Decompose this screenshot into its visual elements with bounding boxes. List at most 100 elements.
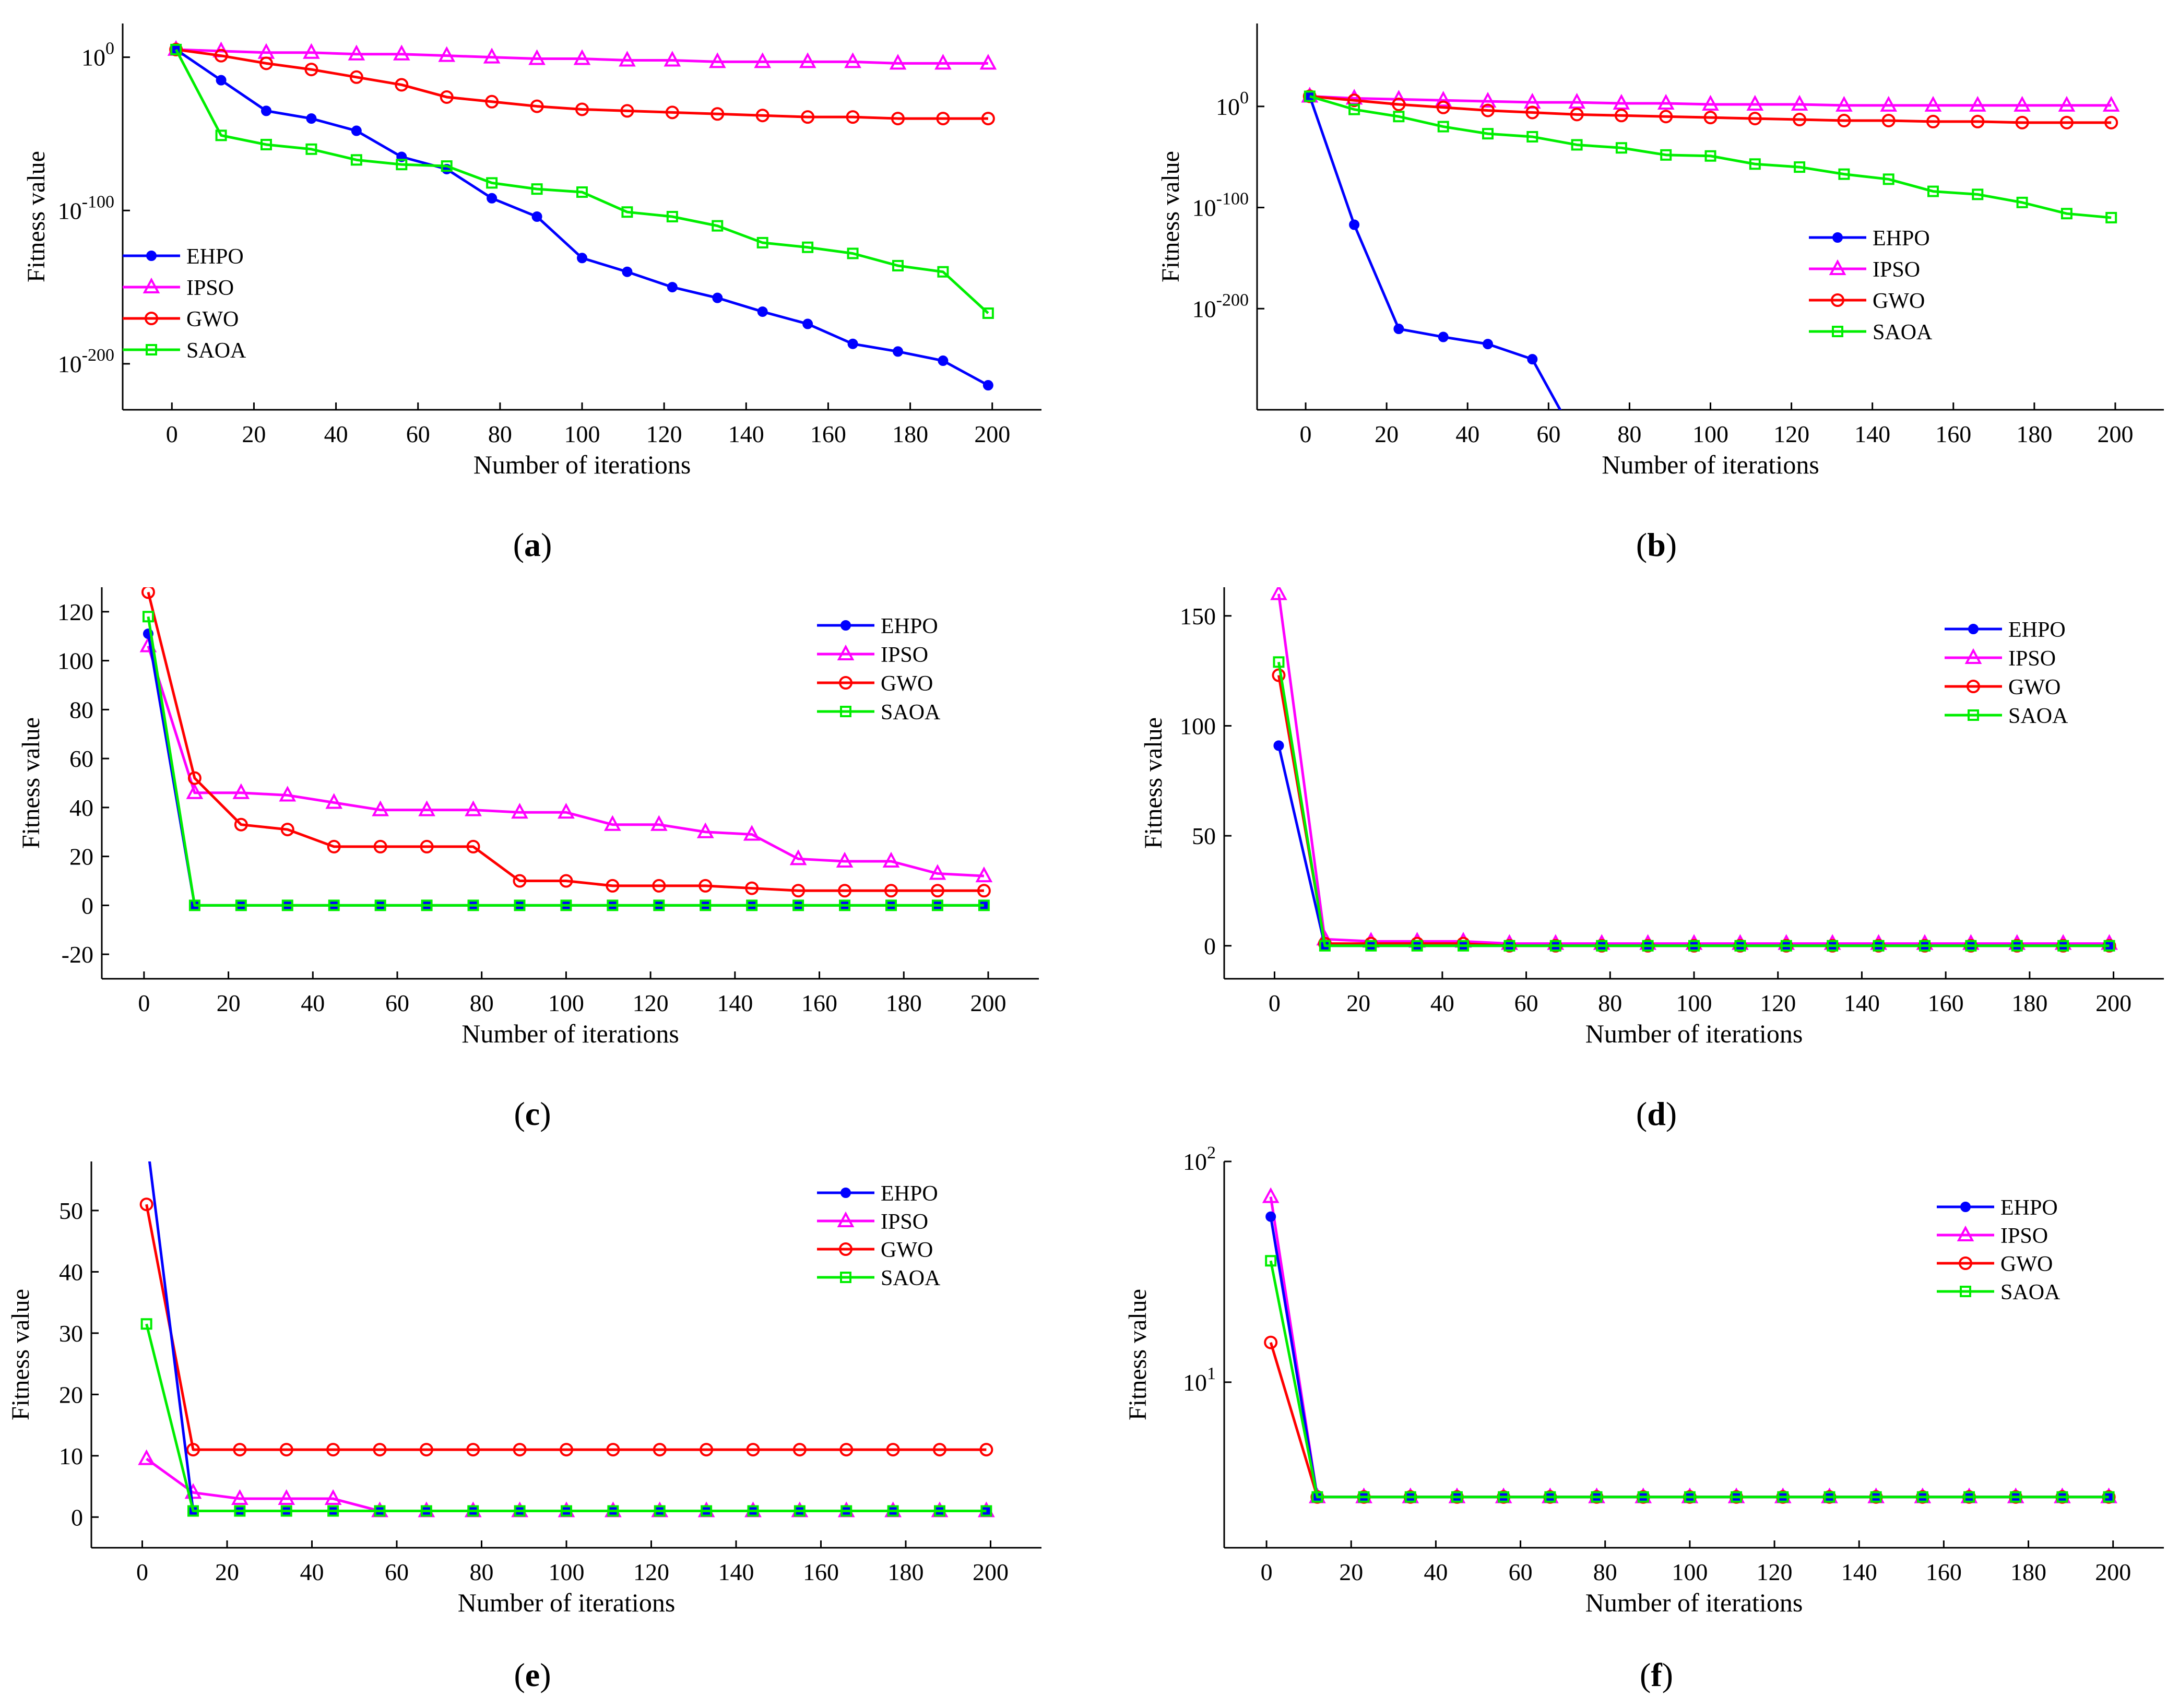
data-point-saoa xyxy=(2060,208,2073,220)
data-point-ehpo xyxy=(1265,1211,1276,1222)
data-point-ipso xyxy=(1746,94,1764,111)
panel-caption: (f) xyxy=(1640,1656,1673,1693)
data-point-saoa xyxy=(1870,1491,1882,1503)
data-point-ipso xyxy=(465,800,482,816)
x-tick-label: 20 xyxy=(1346,990,1370,1016)
x-tick-label: 200 xyxy=(2095,1559,2131,1585)
data-point-gwo xyxy=(936,112,950,126)
data-point-ipso xyxy=(2102,96,2120,112)
data-point-ipso xyxy=(754,52,772,68)
y-tick-label: -20 xyxy=(62,941,93,968)
data-point-gwo xyxy=(513,1443,527,1457)
x-tick-label: 160 xyxy=(801,990,837,1016)
data-point-ipso xyxy=(231,1489,248,1505)
data-point-gwo xyxy=(755,109,769,123)
data-point-gwo xyxy=(559,874,573,888)
x-tick-label: 180 xyxy=(888,1559,924,1585)
legend-label-saoa: SAOA xyxy=(881,1266,941,1290)
data-point-saoa xyxy=(2057,940,2069,952)
y-axis-label: Fitness value xyxy=(1124,1289,1152,1420)
data-point-ipso xyxy=(573,49,591,65)
data-point-ehpo xyxy=(143,1133,151,1141)
data-point-saoa xyxy=(1963,1491,1975,1503)
data-point-saoa xyxy=(328,899,340,911)
data-point-ehpo xyxy=(802,318,813,329)
data-point-ipso xyxy=(708,52,726,68)
legend-label-gwo: GWO xyxy=(2000,1252,2053,1276)
data-point-ipso xyxy=(789,849,807,865)
legend-label-ehpo: EHPO xyxy=(881,1182,938,1206)
data-point-gwo xyxy=(395,78,409,92)
data-point-saoa xyxy=(1838,168,1850,180)
data-point-ipso xyxy=(1702,94,1719,111)
data-point-ehpo xyxy=(577,253,587,264)
plot-area xyxy=(167,40,997,391)
y-tick-label: 10-200 xyxy=(1192,290,1249,322)
y-tick-label: 50 xyxy=(59,1197,83,1224)
data-point-saoa xyxy=(1919,940,1931,952)
data-point-saoa xyxy=(653,899,665,911)
data-point-saoa xyxy=(1358,1491,1370,1503)
plot-area xyxy=(1262,1187,2117,1504)
data-point-saoa xyxy=(1571,139,1583,151)
data-point-saoa xyxy=(1591,1491,1603,1503)
series-line-gwo xyxy=(1269,1342,2109,1499)
x-tick-label: 60 xyxy=(1509,1559,1533,1585)
x-axis-label: Number of iterations xyxy=(1602,450,1819,479)
data-point-ipso xyxy=(1924,96,1942,112)
data-point-ipso xyxy=(372,800,389,816)
data-point-gwo xyxy=(259,56,273,70)
data-point-saoa xyxy=(1684,1491,1696,1503)
data-point-ipso xyxy=(889,54,907,70)
data-point-ipso xyxy=(929,864,946,880)
data-point-ipso xyxy=(799,52,816,68)
data-point-saoa xyxy=(1503,940,1515,952)
data-point-ipso xyxy=(882,851,900,868)
data-point-gwo xyxy=(839,1443,854,1457)
legend-label-saoa: SAOA xyxy=(2008,704,2068,728)
data-point-saoa xyxy=(350,154,362,166)
data-point-saoa xyxy=(260,138,272,150)
data-point-gwo xyxy=(141,587,155,599)
legend-label-gwo: GWO xyxy=(1873,289,1925,313)
y-tick-label: 50 xyxy=(1192,823,1216,849)
x-tick-label: 100 xyxy=(1672,1559,1708,1585)
y-tick-label: 40 xyxy=(59,1259,83,1285)
legend: EHPO IPSO GWO SAOA xyxy=(1937,1196,2060,1304)
data-point-saoa xyxy=(885,899,897,911)
legend-marker-gwo xyxy=(1959,1256,1972,1270)
series-line-ipso xyxy=(1277,594,2110,945)
y-tick-label: 120 xyxy=(57,599,93,625)
data-point-gwo xyxy=(1436,100,1450,114)
data-point-gwo xyxy=(2059,115,2074,129)
data-point-ipso xyxy=(836,851,854,868)
x-axis-label: Number of iterations xyxy=(461,1019,679,1048)
x-tick-label: 160 xyxy=(810,421,846,447)
data-point-ehpo xyxy=(622,266,633,277)
series-line-saoa xyxy=(147,616,984,907)
legend-marker-ipso xyxy=(837,644,855,660)
data-point-saoa xyxy=(1965,940,1977,952)
data-point-gwo xyxy=(234,817,248,832)
data-point-ipso xyxy=(2014,96,2031,112)
y-tick-label: 20 xyxy=(69,844,93,870)
y-tick-label: 0 xyxy=(71,1504,83,1531)
data-point-saoa xyxy=(280,1505,292,1517)
x-tick-label: 80 xyxy=(470,990,494,1016)
x-tick-label: 60 xyxy=(406,421,430,447)
chart-panel-d: 0 20 40 60 80 100 120 140 160 180 200 0 50 100 150 Numb… xyxy=(1140,587,2164,1132)
data-point-gwo xyxy=(2015,115,2029,129)
data-point-ehpo xyxy=(667,282,678,293)
data-point-gwo xyxy=(304,63,318,77)
data-point-gwo xyxy=(419,1443,433,1457)
x-tick-label: 120 xyxy=(1760,990,1796,1016)
x-tick-label: 100 xyxy=(548,990,584,1016)
x-tick-label: 140 xyxy=(1841,1559,1877,1585)
series-line-ehpo xyxy=(1269,1216,2109,1499)
x-tick-label: 160 xyxy=(1928,990,1964,1016)
x-axis-label: Number of iterations xyxy=(1585,1019,1803,1048)
data-point-gwo xyxy=(1481,103,1495,117)
data-point-saoa xyxy=(421,899,433,911)
data-point-gwo xyxy=(886,1443,900,1457)
data-point-saoa xyxy=(140,1318,152,1330)
